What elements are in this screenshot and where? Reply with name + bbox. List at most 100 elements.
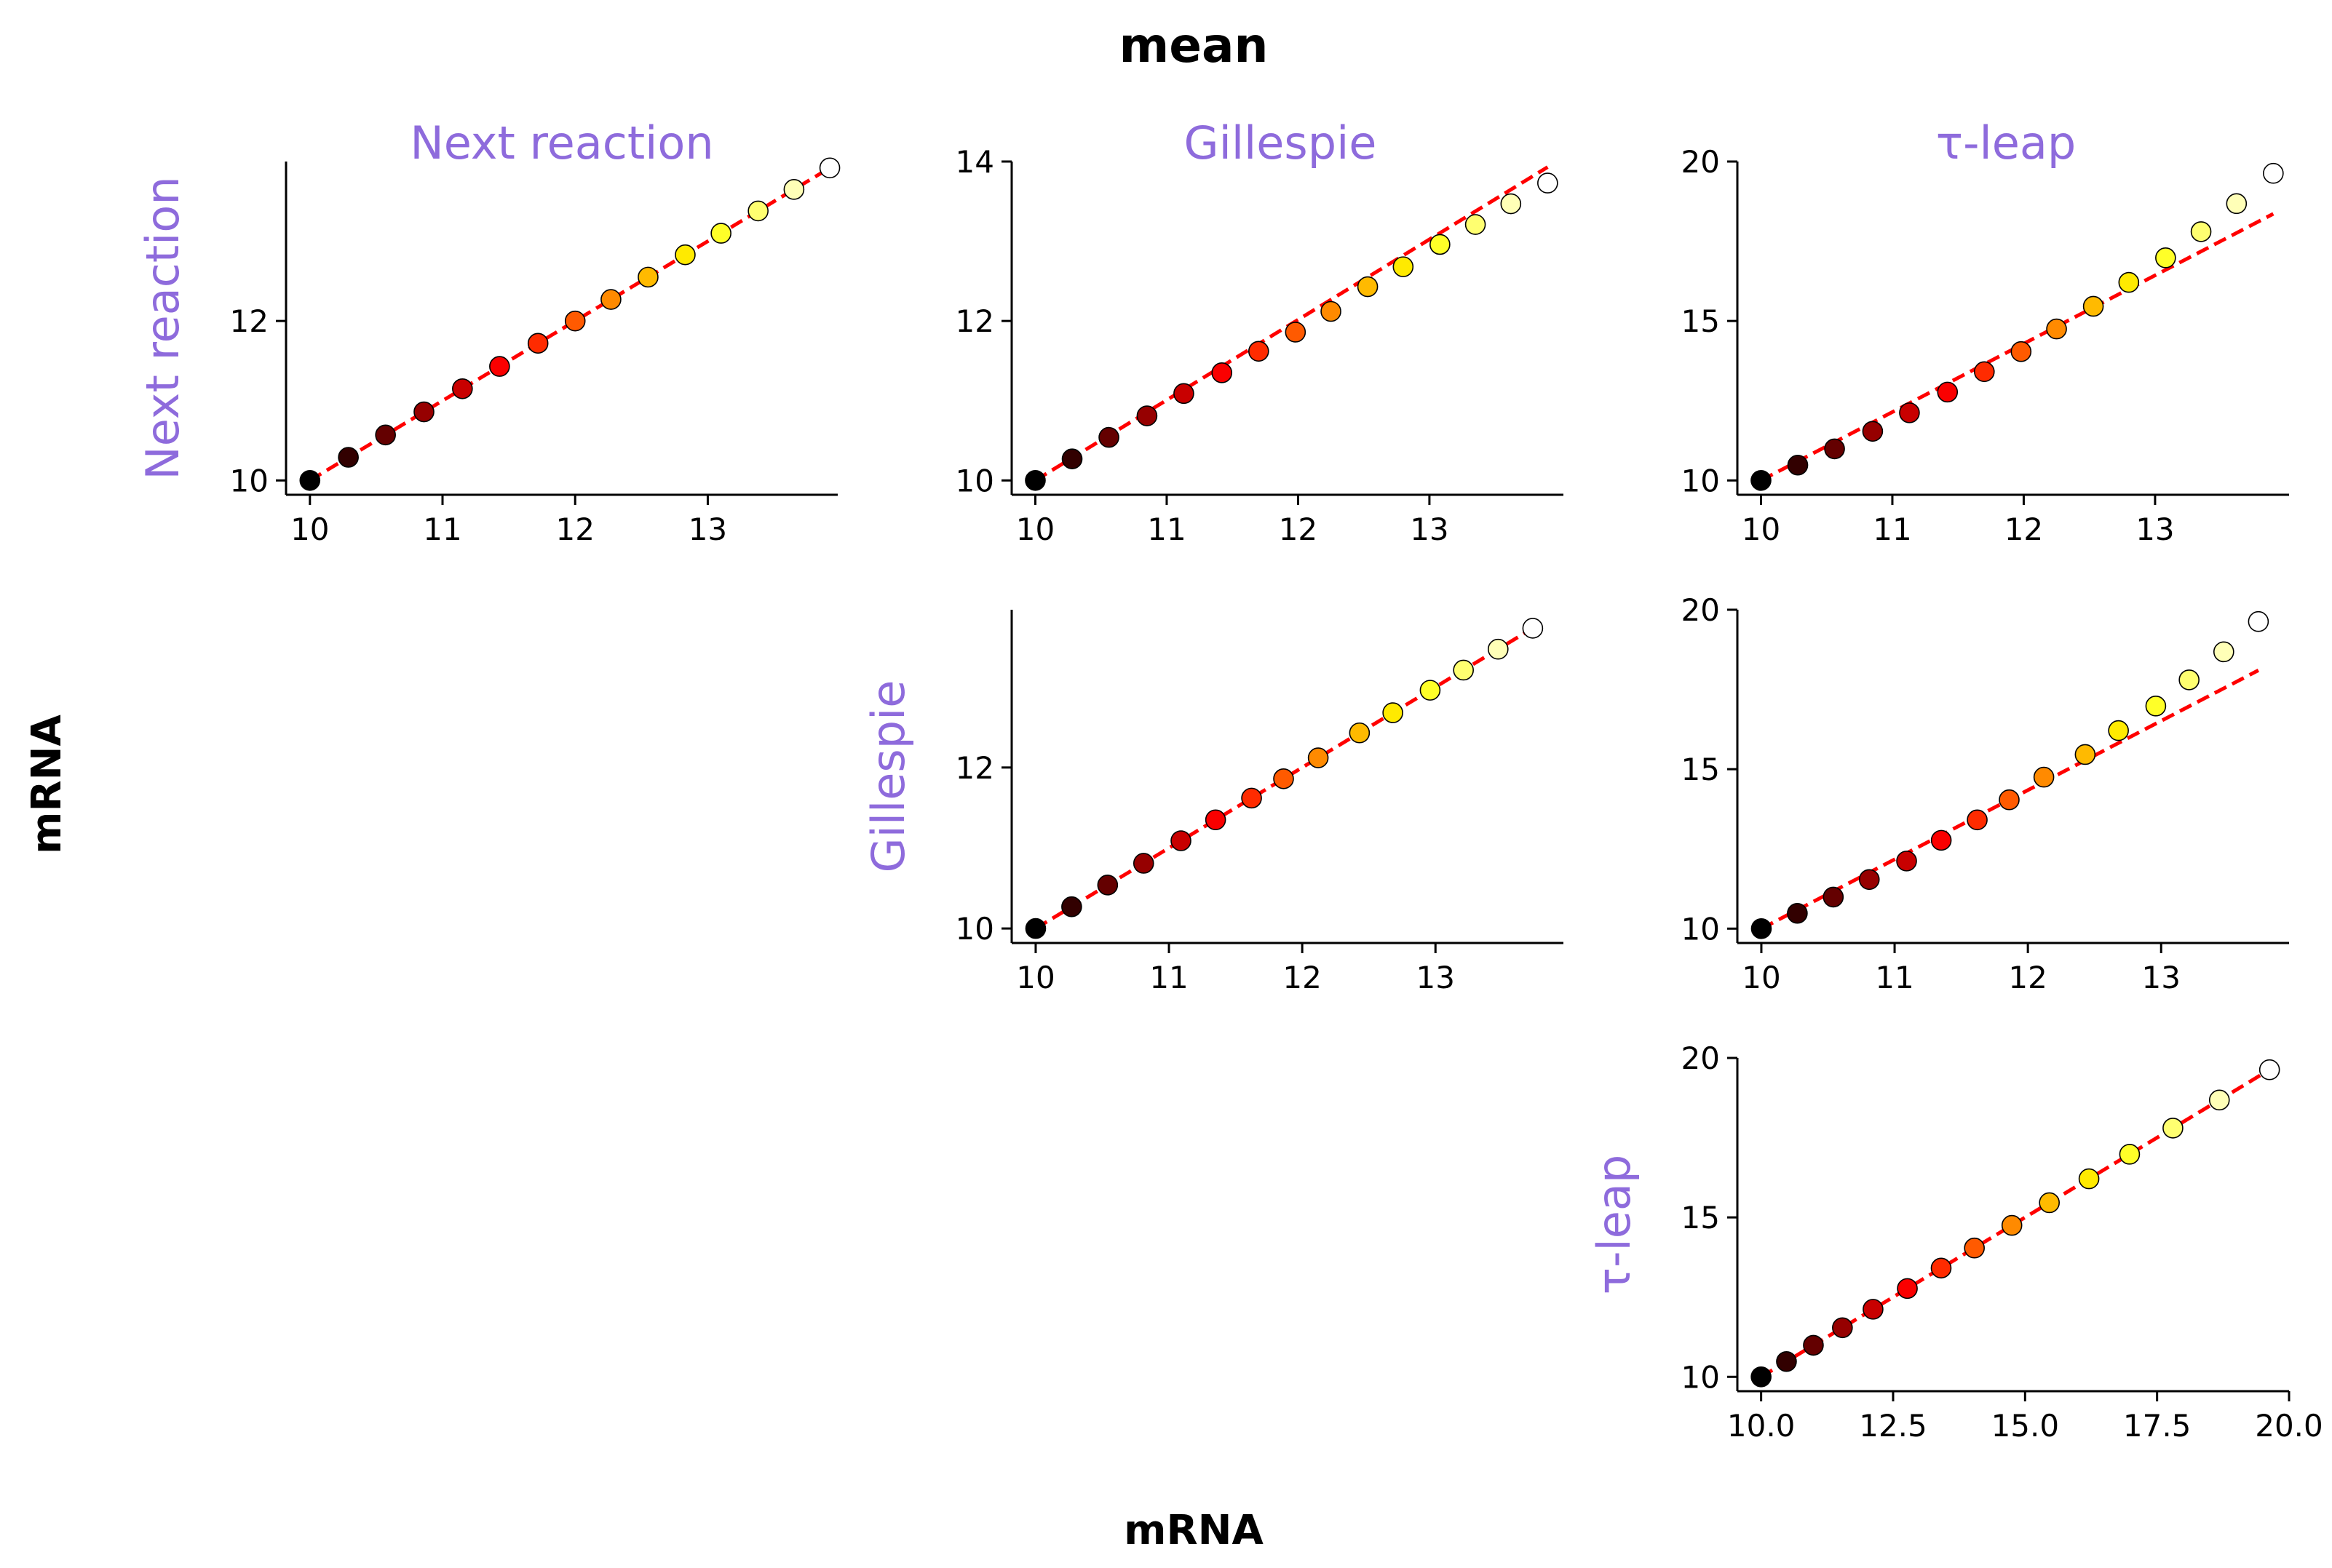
x-tick-label: 11 xyxy=(1875,960,1913,995)
data-point xyxy=(1899,402,1920,423)
data-point xyxy=(2082,295,2104,317)
y-tick-label: 10 xyxy=(230,463,269,498)
data-point xyxy=(1285,322,1306,343)
fit-line xyxy=(1760,212,2275,482)
column-label: Next reaction xyxy=(410,116,713,170)
data-point xyxy=(1382,702,1403,723)
data-point xyxy=(1787,902,1808,924)
data-point xyxy=(1273,768,1294,789)
x-tick-label: 13 xyxy=(1416,960,1455,995)
data-point xyxy=(1136,405,1158,426)
y-tick-label: 15 xyxy=(1681,1200,1720,1235)
data-point xyxy=(1896,851,1917,872)
data-point xyxy=(1392,256,1414,277)
data-point xyxy=(1824,438,1845,460)
x-tick-label: 11 xyxy=(423,512,461,547)
data-point xyxy=(2155,247,2176,268)
y-tick-label: 10 xyxy=(1681,1359,1720,1395)
data-point xyxy=(1500,193,1522,215)
data-point xyxy=(2046,318,2067,340)
data-point xyxy=(1750,918,1772,939)
figure-y-label: mRNA xyxy=(23,715,71,854)
data-point xyxy=(2178,669,2200,691)
x-tick-label: 10 xyxy=(1016,512,1055,547)
fit-line xyxy=(1034,626,1534,931)
data-point xyxy=(1025,918,1047,939)
x-tick-label: 12 xyxy=(2008,960,2047,995)
data-point xyxy=(489,356,510,377)
data-point xyxy=(1464,214,1486,235)
x-tick-label: 10.0 xyxy=(1727,1408,1796,1444)
data-point xyxy=(1320,301,1341,322)
x-tick-label: 10 xyxy=(1742,512,1780,547)
x-tick-label: 12 xyxy=(1282,960,1321,995)
data-point xyxy=(1967,809,1988,831)
data-point xyxy=(1205,809,1226,831)
x-tick-label: 11 xyxy=(1147,512,1186,547)
figure-x-label: mRNA xyxy=(1124,1507,1264,1554)
x-tick-label: 10 xyxy=(1016,960,1055,995)
x-tick-label: 12 xyxy=(555,512,594,547)
data-point xyxy=(1170,830,1191,851)
data-point xyxy=(783,179,805,200)
data-point xyxy=(1863,1299,1884,1320)
data-point xyxy=(1750,469,1772,491)
row-label: Next reaction xyxy=(136,176,189,479)
x-tick-label: 13 xyxy=(1410,512,1448,547)
panel-1-2: 10 11 12 13 10 15 20 xyxy=(1681,592,2289,995)
y-tick-label: 12 xyxy=(956,303,994,339)
data-point xyxy=(2078,1168,2100,1190)
data-point xyxy=(2226,193,2248,215)
data-point xyxy=(1930,829,1952,851)
figure-title: mean xyxy=(1119,17,1268,73)
data-point xyxy=(1487,638,1509,660)
y-tick-label: 12 xyxy=(956,750,994,786)
data-point xyxy=(1750,1366,1772,1388)
x-tick-label: 20.0 xyxy=(2255,1408,2323,1444)
x-tick-label: 10 xyxy=(290,512,329,547)
data-point xyxy=(1307,747,1329,768)
data-point xyxy=(527,333,549,354)
data-point xyxy=(1241,787,1262,809)
row-label: τ-leap xyxy=(1587,1155,1641,1294)
data-point xyxy=(1248,341,1269,362)
x-tick-label: 13 xyxy=(2135,512,2174,547)
data-point xyxy=(1803,1334,1824,1356)
data-point xyxy=(2248,610,2269,632)
data-point xyxy=(2039,1192,2060,1214)
data-point xyxy=(1522,618,1544,639)
x-tick-label: 10 xyxy=(1742,960,1780,995)
x-tick-label: 13 xyxy=(689,512,727,547)
data-point xyxy=(1453,659,1474,681)
y-tick-label: 20 xyxy=(1681,592,1720,628)
x-tick-label: 11 xyxy=(1149,960,1188,995)
panel-0-0: 10 11 12 13 10 12 Next reaction Next reaction xyxy=(136,116,841,547)
x-tick-label: 13 xyxy=(2142,960,2181,995)
data-point xyxy=(1061,448,1083,469)
data-point xyxy=(1173,383,1194,405)
data-point xyxy=(1858,869,1880,891)
data-point xyxy=(1429,234,1451,255)
x-tick-label: 17.5 xyxy=(2123,1408,2192,1444)
data-point xyxy=(1419,680,1441,701)
data-point xyxy=(1025,469,1046,491)
data-point xyxy=(1098,426,1119,448)
data-point xyxy=(2258,1059,2280,1081)
data-point xyxy=(452,378,473,399)
data-point xyxy=(1537,172,1558,194)
data-point xyxy=(1061,896,1082,918)
data-point xyxy=(1832,1317,1853,1339)
data-point xyxy=(299,469,321,491)
data-point xyxy=(2108,720,2129,741)
data-point xyxy=(413,401,435,423)
data-point xyxy=(338,447,359,468)
data-point xyxy=(1349,722,1371,744)
data-point xyxy=(2213,641,2234,663)
y-tick-label: 20 xyxy=(1681,144,1720,180)
data-point xyxy=(2010,341,2032,362)
data-point xyxy=(375,424,396,446)
data-point xyxy=(747,200,769,222)
data-point xyxy=(1973,361,1995,383)
data-point xyxy=(2162,1118,2184,1139)
